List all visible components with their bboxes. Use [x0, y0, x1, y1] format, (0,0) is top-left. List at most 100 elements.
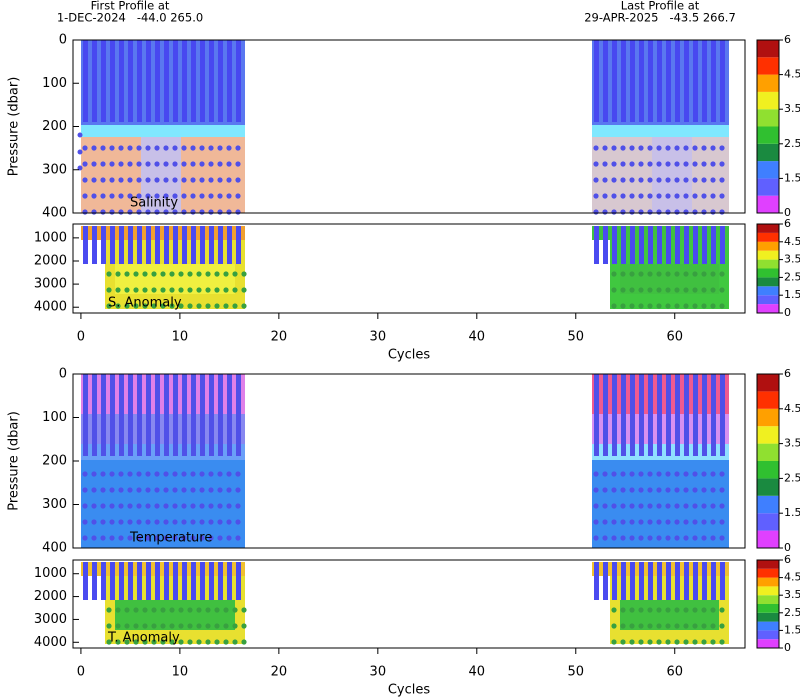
stripe [603, 226, 608, 264]
stripe [128, 40, 133, 122]
dot [226, 161, 232, 167]
dot [611, 623, 617, 629]
dot [665, 519, 671, 525]
stripe [639, 562, 644, 600]
dot [205, 639, 211, 645]
colorbar-band [757, 426, 779, 444]
stripe [191, 374, 196, 456]
dot [223, 623, 229, 629]
dot [127, 519, 133, 525]
colorbar-band [757, 586, 779, 596]
stripe [101, 374, 106, 456]
colorbar-tick-label: 1.5 [784, 288, 800, 301]
first-info: 1-DEC-2024 -44.0 265.0 [57, 11, 203, 25]
stripe [621, 374, 626, 456]
stripe [684, 226, 689, 264]
dot [701, 607, 707, 613]
stripe [630, 40, 635, 122]
dot [214, 271, 220, 277]
dot [163, 503, 169, 509]
stripe [128, 374, 133, 456]
dot [235, 519, 241, 525]
dot [178, 271, 184, 277]
dot [674, 623, 680, 629]
colorbar-band [757, 109, 779, 127]
dot [214, 639, 220, 645]
dot [109, 145, 115, 151]
dot [674, 209, 680, 215]
dot [701, 503, 707, 509]
dot [241, 607, 247, 613]
dot [638, 177, 644, 183]
stripe [227, 40, 232, 122]
stripe [110, 374, 115, 456]
dot [656, 209, 662, 215]
dot [91, 193, 97, 199]
dot [217, 161, 223, 167]
dot [178, 303, 184, 309]
dot [701, 535, 707, 541]
stripe [702, 562, 707, 600]
dot [133, 639, 139, 645]
dot [701, 487, 707, 493]
dot [91, 503, 97, 509]
stripe [155, 40, 160, 122]
dot [181, 471, 187, 477]
colorbar-tick-label: 1.5 [784, 506, 800, 519]
dot [160, 287, 166, 293]
stripe [657, 562, 662, 600]
dot [115, 607, 121, 613]
dot [91, 487, 97, 493]
dot [77, 132, 83, 138]
dot [91, 471, 97, 477]
stripe [164, 40, 169, 122]
dot [151, 639, 157, 645]
dot [719, 193, 725, 199]
colorbar-band [757, 639, 779, 648]
stripe [711, 40, 716, 122]
dot [82, 209, 88, 215]
stripe [92, 40, 97, 122]
dot [620, 209, 626, 215]
stripe [603, 40, 608, 122]
dot [665, 535, 671, 541]
dot [647, 535, 653, 541]
stripe [137, 226, 142, 264]
stripe [101, 562, 106, 600]
dot [142, 639, 148, 645]
dot [196, 623, 202, 629]
dot [629, 161, 635, 167]
dot [647, 471, 653, 477]
dot [118, 535, 124, 541]
stripe [164, 226, 169, 264]
dot [142, 287, 148, 293]
dot [163, 193, 169, 199]
dot [208, 193, 214, 199]
dot [710, 639, 716, 645]
stripe [191, 40, 196, 122]
dot [611, 287, 617, 293]
dot [235, 193, 241, 199]
dot [145, 471, 151, 477]
stripe [236, 226, 241, 264]
colorbar-band [757, 595, 779, 604]
dot [611, 303, 617, 309]
dot [217, 471, 223, 477]
colorbar-band [757, 126, 779, 144]
dot [115, 287, 121, 293]
colorbar-tick-label: 1.5 [784, 623, 800, 636]
dot [118, 209, 124, 215]
colorbar-tick-label: 0 [784, 306, 791, 319]
dot [142, 607, 148, 613]
dot [127, 535, 133, 541]
dot [647, 287, 653, 293]
dot [181, 503, 187, 509]
dot [701, 471, 707, 477]
dot [719, 303, 725, 309]
dot [710, 303, 716, 309]
dot [142, 271, 148, 277]
dot [701, 287, 707, 293]
dot [100, 145, 106, 151]
stripe [702, 374, 707, 456]
dot [82, 177, 88, 183]
